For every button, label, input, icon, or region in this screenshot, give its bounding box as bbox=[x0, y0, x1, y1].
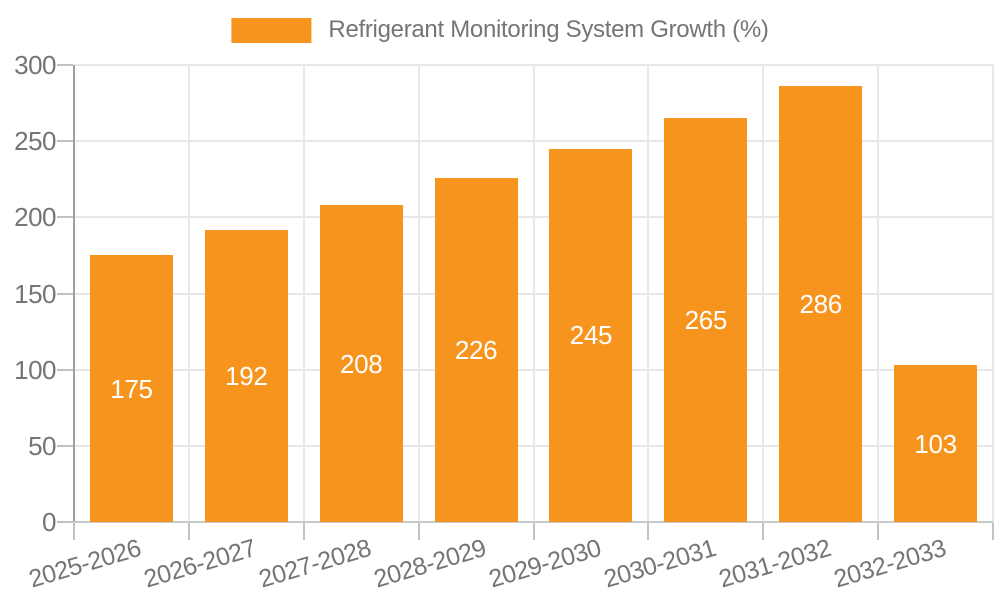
gridline-vertical bbox=[992, 65, 994, 522]
y-axis-tick-label: 250 bbox=[14, 126, 56, 157]
x-axis-category-label: 2029-2030 bbox=[485, 534, 604, 594]
y-axis-tick bbox=[57, 368, 73, 371]
gridline-vertical bbox=[762, 65, 765, 522]
x-axis-category-label: 2026-2027 bbox=[140, 534, 260, 594]
x-axis-tick bbox=[992, 523, 994, 540]
y-axis-tick bbox=[57, 140, 73, 143]
bar-value-label: 286 bbox=[799, 289, 842, 320]
gridline-vertical bbox=[532, 65, 535, 522]
x-axis-category-label: 2031-2032 bbox=[715, 534, 834, 594]
x-axis-tick bbox=[877, 523, 880, 540]
x-axis-tick bbox=[302, 523, 305, 540]
gridline-vertical bbox=[647, 65, 650, 522]
bar-value-label: 192 bbox=[225, 360, 268, 391]
legend-swatch bbox=[231, 17, 312, 43]
y-axis-tick-label: 50 bbox=[28, 430, 56, 461]
gridline-horizontal bbox=[74, 64, 993, 66]
x-axis-category-label: 2030-2031 bbox=[600, 534, 719, 594]
bar-2032-2033[interactable]: 103 bbox=[894, 365, 978, 522]
gridline-vertical bbox=[417, 65, 420, 522]
bar-value-label: 245 bbox=[569, 320, 613, 351]
bar-value-label: 226 bbox=[454, 334, 498, 365]
bar-value-label: 265 bbox=[684, 305, 728, 336]
legend-item[interactable]: Refrigerant Monitoring System Growth (%) bbox=[231, 16, 769, 44]
bar-2026-2027[interactable]: 192 bbox=[204, 229, 288, 522]
bar-2029-2030[interactable]: 245 bbox=[549, 148, 633, 522]
y-axis-tick-label: 300 bbox=[14, 50, 56, 80]
y-axis-tick bbox=[57, 521, 73, 523]
x-axis-tick bbox=[187, 523, 190, 540]
bar-value-label: 103 bbox=[914, 428, 957, 459]
bar-value-label: 175 bbox=[110, 373, 153, 404]
gridline-vertical bbox=[187, 65, 190, 522]
x-axis-category-label: 2027-2028 bbox=[255, 534, 375, 594]
x-axis-tick bbox=[647, 523, 650, 540]
y-axis-tick-label: 0 bbox=[42, 507, 56, 537]
y-axis-tick bbox=[57, 216, 73, 219]
x-axis-tick bbox=[73, 523, 75, 540]
x-axis-tick bbox=[762, 523, 765, 540]
y-axis-tick bbox=[57, 444, 73, 447]
y-axis-line bbox=[73, 65, 75, 522]
x-axis-category-label: 2028-2029 bbox=[370, 534, 490, 594]
y-axis-tick bbox=[57, 64, 73, 66]
x-axis-tick bbox=[417, 523, 420, 540]
bar-2031-2032[interactable]: 286 bbox=[779, 86, 863, 522]
x-axis-tick bbox=[532, 523, 535, 540]
y-axis-tick-label: 100 bbox=[14, 354, 56, 385]
y-axis-tick-label: 200 bbox=[14, 202, 56, 233]
legend-label: Refrigerant Monitoring System Growth (%) bbox=[328, 16, 769, 43]
y-axis-tick bbox=[57, 292, 73, 295]
bar-2028-2029[interactable]: 226 bbox=[434, 177, 518, 522]
x-axis-category-label: 2032-2033 bbox=[830, 534, 949, 594]
gridline-vertical bbox=[877, 65, 880, 522]
bar-2027-2028[interactable]: 208 bbox=[319, 205, 403, 522]
bar-value-label: 208 bbox=[339, 348, 383, 379]
bar-2030-2031[interactable]: 265 bbox=[664, 118, 748, 522]
bar-2025-2026[interactable]: 175 bbox=[89, 255, 173, 522]
y-axis-tick-label: 150 bbox=[14, 278, 56, 309]
x-axis-category-label: 2025-2026 bbox=[26, 534, 145, 594]
gridline-vertical bbox=[302, 65, 305, 522]
